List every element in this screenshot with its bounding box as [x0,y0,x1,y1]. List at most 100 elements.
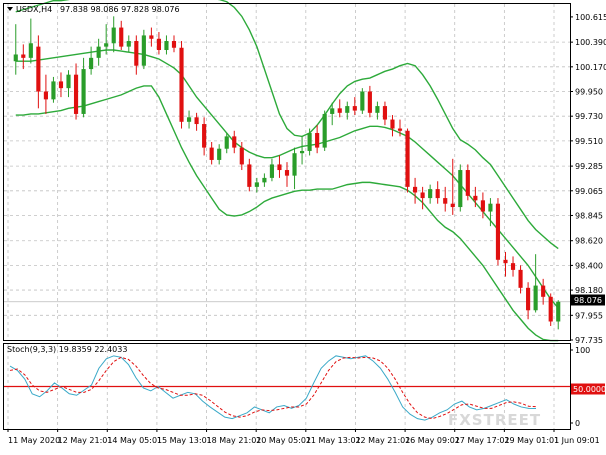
main-frame [3,3,571,341]
candle-body [428,189,433,199]
y-tick-label: 97.955 [575,311,603,320]
triangle-down-icon[interactable] [7,7,13,11]
candle-body [315,133,320,148]
candle-body [345,106,350,113]
x-tick-label: 20 May 05:01 [256,436,311,445]
main-grid [4,4,570,340]
candle-body [164,41,169,50]
symbol-label: USDX,H4 [16,5,52,14]
candle-body [156,38,161,50]
y-tick-label: 98.620 [575,237,603,246]
level-badge [571,383,605,395]
candle-body [141,35,146,66]
x-tick-label: 27 May 17:01 [455,436,510,445]
y-tick-label: 99.730 [575,112,603,121]
candle-body [533,285,538,311]
candle-body [89,57,94,70]
candle-body [247,164,252,187]
candle-body [149,35,154,39]
x-tick-label: 29 May 01:01 [504,436,559,445]
y-tick-label: 99.950 [575,88,603,97]
stochastic-lines [9,355,537,421]
candle-body [81,69,86,114]
candle-body [254,182,259,187]
candle-body [322,113,327,148]
candle-body [465,170,470,196]
candle-body [262,177,267,183]
candle-body [126,41,131,47]
candle-body [473,195,478,201]
current-price-badge [571,294,605,306]
watermark-logo: FXSTREET [448,411,541,429]
candle-body [397,128,403,131]
candle-body [337,108,342,113]
candle-body [209,147,214,160]
level-label: 50.0000 [573,385,606,394]
candle-body [277,164,282,171]
candle-body [420,192,425,199]
y-tick-label: 99.285 [575,162,603,171]
stoch-frame [3,343,571,430]
x-tick-label: 1 Jun 09:01 [554,436,600,445]
candle-body [269,164,275,178]
candle-body [503,259,508,264]
candles [13,16,561,330]
candle-body [556,301,561,322]
y-tick-label: 100.390 [575,38,606,47]
candle-body [405,130,410,187]
candle-body [352,106,357,111]
candle-body [194,117,199,125]
stoch-signal-line [9,356,537,420]
candle-body [66,74,71,89]
candle-body [450,203,455,208]
x-tick-label: 15 May 13:01 [157,436,212,445]
x-tick-label: 11 May 2020 [8,436,60,445]
candle-body [307,133,312,151]
candle-body [284,170,290,176]
candle-body [510,263,516,270]
price-axis: 100.615 100.390 100.170 99.950 99.730 99.510 9… [570,13,606,345]
y-tick-label: 98.845 [575,211,603,220]
current-price-label: 98.076 [574,296,602,305]
candle-body [526,287,531,311]
candle-body [104,43,109,47]
x-tick-label: 22 May 21:01 [355,436,410,445]
y-tick-label: 99.510 [575,137,603,146]
candle-body [292,153,297,176]
x-tick-label: 21 May 13:01 [306,436,361,445]
candle-body [367,91,372,113]
y-tick-label: 99.065 [575,187,603,196]
y-tick-label: 100.615 [575,13,606,22]
candle-body [217,148,222,160]
candle-body [548,296,553,322]
candle-body [435,189,440,199]
x-tick-label: 12 May 21:01 [58,436,113,445]
stoch-label: Stoch(9,3,3) 19.8359 22.4033 [7,345,127,354]
candle-body [134,41,139,66]
y-tick-label: 97.735 [575,336,603,345]
candle-body [186,117,192,122]
y-tick-label: 100.170 [575,63,606,72]
candle-body [239,147,244,165]
y-tick-label: 98.180 [575,286,603,295]
candle-body [390,119,395,129]
candle-body [495,203,501,260]
candle-body [541,285,546,297]
candle-body [224,136,229,149]
candle-body [58,81,64,89]
candle-body [28,43,33,58]
band-upper [15,0,559,250]
candle-body [443,198,448,204]
band-lower [15,85,559,342]
stoch-tick-label: 0 [575,419,580,428]
candle-body [13,54,18,62]
stoch-axis: 100 0 [570,346,590,428]
candle-body [299,150,305,154]
candle-body [232,136,237,148]
candle-body [36,46,41,92]
candle-body [480,200,485,212]
candle-body [360,91,365,111]
